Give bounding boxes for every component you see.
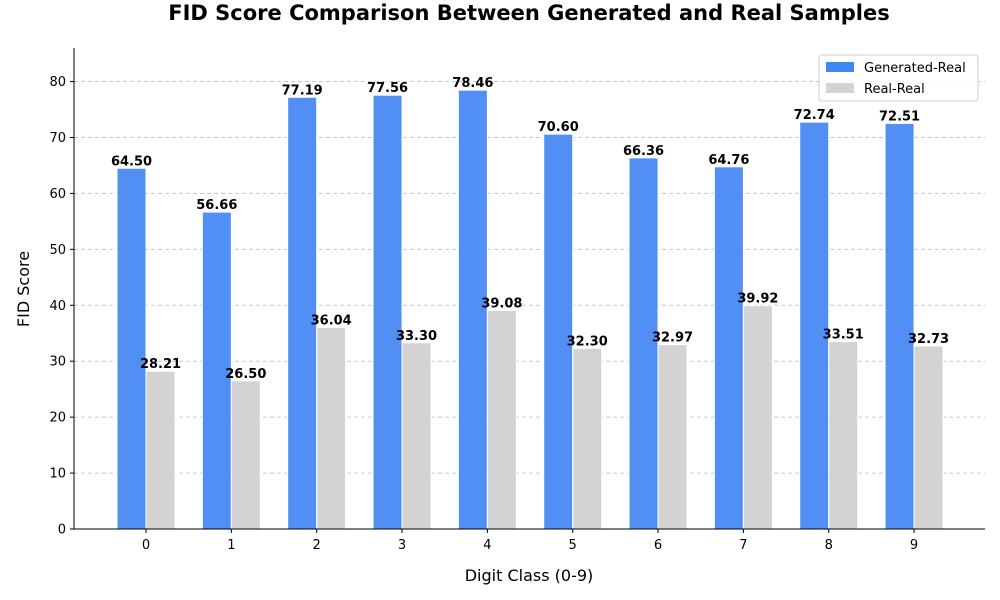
- bars: [116, 89, 944, 530]
- value-label-generated-real: 64.76: [708, 153, 749, 168]
- y-tick-label: 50: [49, 243, 66, 258]
- legend-swatch-generated-real: [826, 62, 854, 72]
- x-tick-label: 1: [227, 538, 235, 553]
- value-label-generated-real: 66.36: [623, 144, 664, 159]
- axes: [73, 48, 985, 530]
- x-tick-label: 0: [142, 538, 150, 553]
- bar-real-real: [401, 342, 432, 530]
- bar-generated-real: [372, 94, 403, 530]
- y-tick-label: 20: [49, 411, 66, 426]
- bar-real-real: [913, 345, 944, 530]
- y-tick-label: 0: [58, 523, 66, 538]
- bar-generated-real: [116, 167, 147, 530]
- bar-generated-real: [628, 157, 659, 530]
- x-tick-label: 6: [654, 538, 662, 553]
- legend-box: [818, 54, 979, 102]
- bar-real-real: [572, 347, 603, 530]
- legend-swatch-real-real: [826, 83, 854, 93]
- x-tick-label: 8: [825, 538, 833, 553]
- value-label-real-real: 32.73: [908, 332, 949, 347]
- chart-title: FID Score Comparison Between Generated a…: [168, 1, 889, 25]
- y-tick-label: 40: [49, 299, 66, 314]
- y-tick-label: 70: [49, 131, 66, 146]
- x-tick-label: 2: [313, 538, 321, 553]
- y-tick-label: 30: [49, 355, 66, 370]
- bar-real-real: [230, 380, 261, 530]
- bar-real-real: [828, 341, 859, 530]
- tick-labels: 0 10 20 30 40 50 60 70 80 0 1 2 3 4 5 6 7 8 9: [49, 75, 918, 553]
- value-label-generated-real: 70.60: [538, 120, 579, 135]
- legend: Generated-Real Real-Real: [818, 54, 979, 102]
- value-label-real-real: 32.97: [652, 331, 693, 346]
- value-label-generated-real: 77.56: [367, 81, 408, 96]
- y-axis-label: FID Score: [14, 251, 33, 327]
- bar-real-real: [742, 305, 773, 530]
- legend-label-generated-real: Generated-Real: [864, 61, 966, 76]
- bar-generated-real: [799, 121, 830, 530]
- value-label-real-real: 32.30: [567, 334, 608, 349]
- bar-generated-real: [713, 166, 744, 530]
- bar-generated-real: [201, 211, 232, 530]
- value-label-real-real: 33.51: [823, 328, 864, 343]
- bar-real-real: [145, 370, 176, 530]
- value-label-generated-real: 77.19: [282, 83, 323, 98]
- bar-generated-real: [543, 133, 574, 530]
- value-label-generated-real: 72.51: [879, 109, 920, 124]
- value-label-real-real: 33.30: [396, 329, 437, 344]
- x-axis-label: Digit Class (0-9): [465, 566, 594, 585]
- value-labels: 64.50 28.21 56.66 26.50 77.19 36.04 77.56 33.30…: [111, 76, 949, 382]
- value-label-generated-real: 64.50: [111, 154, 152, 169]
- value-label-generated-real: 78.46: [452, 76, 493, 91]
- bar-real-real: [316, 326, 347, 530]
- value-label-real-real: 28.21: [140, 357, 181, 372]
- bar-generated-real: [457, 89, 488, 530]
- x-tick-label: 3: [398, 538, 406, 553]
- y-tick-label: 60: [49, 187, 66, 202]
- x-tick-label: 7: [739, 538, 747, 553]
- bar-generated-real: [884, 122, 915, 530]
- value-label-generated-real: 56.66: [196, 198, 237, 213]
- y-tick-label: 10: [49, 467, 66, 482]
- x-tick-label: 4: [483, 538, 491, 553]
- value-label-real-real: 39.08: [481, 296, 522, 311]
- bar-real-real: [657, 344, 688, 530]
- value-label-generated-real: 72.74: [794, 108, 835, 123]
- y-tick-label: 80: [49, 75, 66, 90]
- value-label-real-real: 36.04: [311, 313, 352, 328]
- value-label-real-real: 39.92: [737, 292, 778, 307]
- bar-real-real: [486, 309, 517, 530]
- value-label-real-real: 26.50: [225, 367, 266, 382]
- x-tick-label: 9: [910, 538, 918, 553]
- x-tick-label: 5: [569, 538, 577, 553]
- legend-label-real-real: Real-Real: [864, 82, 925, 97]
